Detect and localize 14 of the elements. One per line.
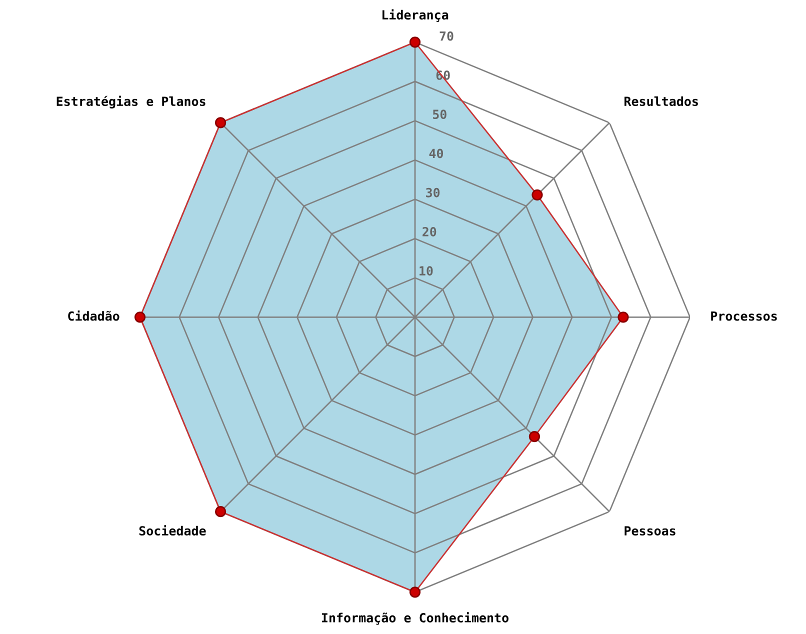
y-tick-label: 30 — [426, 188, 440, 198]
y-tick-label: 20 — [422, 227, 436, 236]
spoke-label: Resultados — [624, 96, 698, 106]
spoke-label: Informação e Conhecimento — [322, 612, 508, 625]
y-tick-label: 50 — [433, 110, 446, 120]
y-tick-label: 40 — [429, 148, 444, 158]
y-tick-label: 10 — [420, 266, 433, 276]
spoke-label: Estratégias e Planos — [56, 96, 206, 108]
y-tick-label: 70 — [440, 31, 454, 41]
spoke-label: Liderança — [382, 9, 448, 22]
spoke-label: Sociedade — [139, 525, 206, 536]
spoke-label: Processos — [711, 311, 777, 321]
spoke-label: Cidadão — [68, 310, 120, 321]
spoke-label: Pessoas — [624, 526, 676, 536]
